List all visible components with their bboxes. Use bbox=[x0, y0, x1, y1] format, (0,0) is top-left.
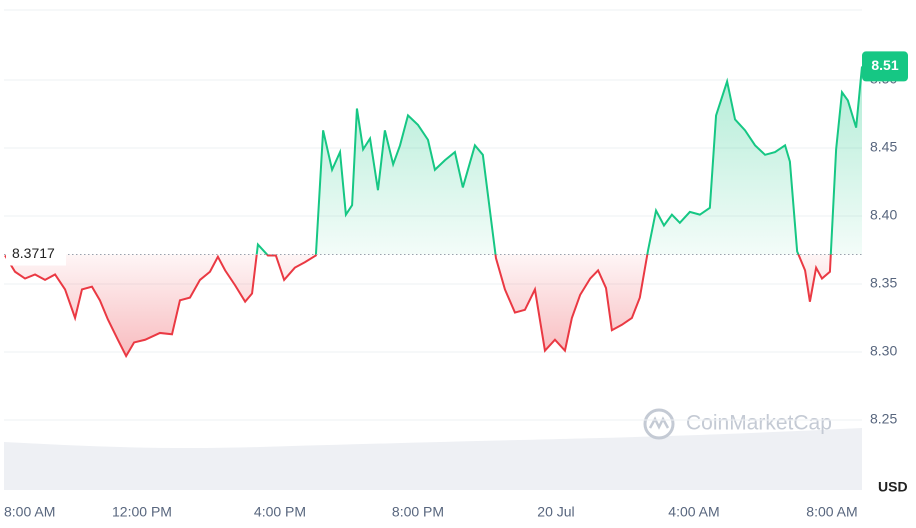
x-tick-label: 8:00 AM bbox=[806, 504, 857, 520]
y-tick-label: 8.45 bbox=[870, 139, 897, 155]
up-group bbox=[5, 66, 863, 255]
line-up bbox=[255, 66, 863, 255]
y-axis-unit: USD bbox=[878, 479, 908, 495]
y-tick-label: 8.30 bbox=[870, 343, 897, 359]
x-tick-label: 8:00 PM bbox=[392, 504, 444, 520]
area-up bbox=[5, 66, 862, 255]
baseline-label: 8.3717 bbox=[12, 245, 55, 261]
x-tick-label: 20 Jul bbox=[537, 504, 574, 520]
y-tick-label: 8.40 bbox=[870, 207, 897, 223]
area-down bbox=[5, 254, 831, 357]
y-tick-label: 8.25 bbox=[870, 411, 897, 427]
price-tag bbox=[862, 51, 908, 82]
price-tag-label: 8.51 bbox=[871, 57, 898, 73]
watermark-text: CoinMarketCap bbox=[686, 412, 832, 435]
down-group bbox=[4, 254, 832, 359]
y-tick-label: 8.35 bbox=[870, 275, 897, 291]
x-tick-label: 4:00 AM bbox=[668, 504, 719, 520]
x-tick-label: 12:00 PM bbox=[112, 504, 172, 520]
watermark bbox=[643, 408, 675, 440]
volume-area bbox=[4, 428, 862, 490]
line-down bbox=[4, 254, 832, 359]
baseline-label-box bbox=[6, 243, 66, 266]
x-tick-label: 8:00 AM bbox=[4, 504, 55, 520]
x-tick-label: 4:00 PM bbox=[254, 504, 306, 520]
